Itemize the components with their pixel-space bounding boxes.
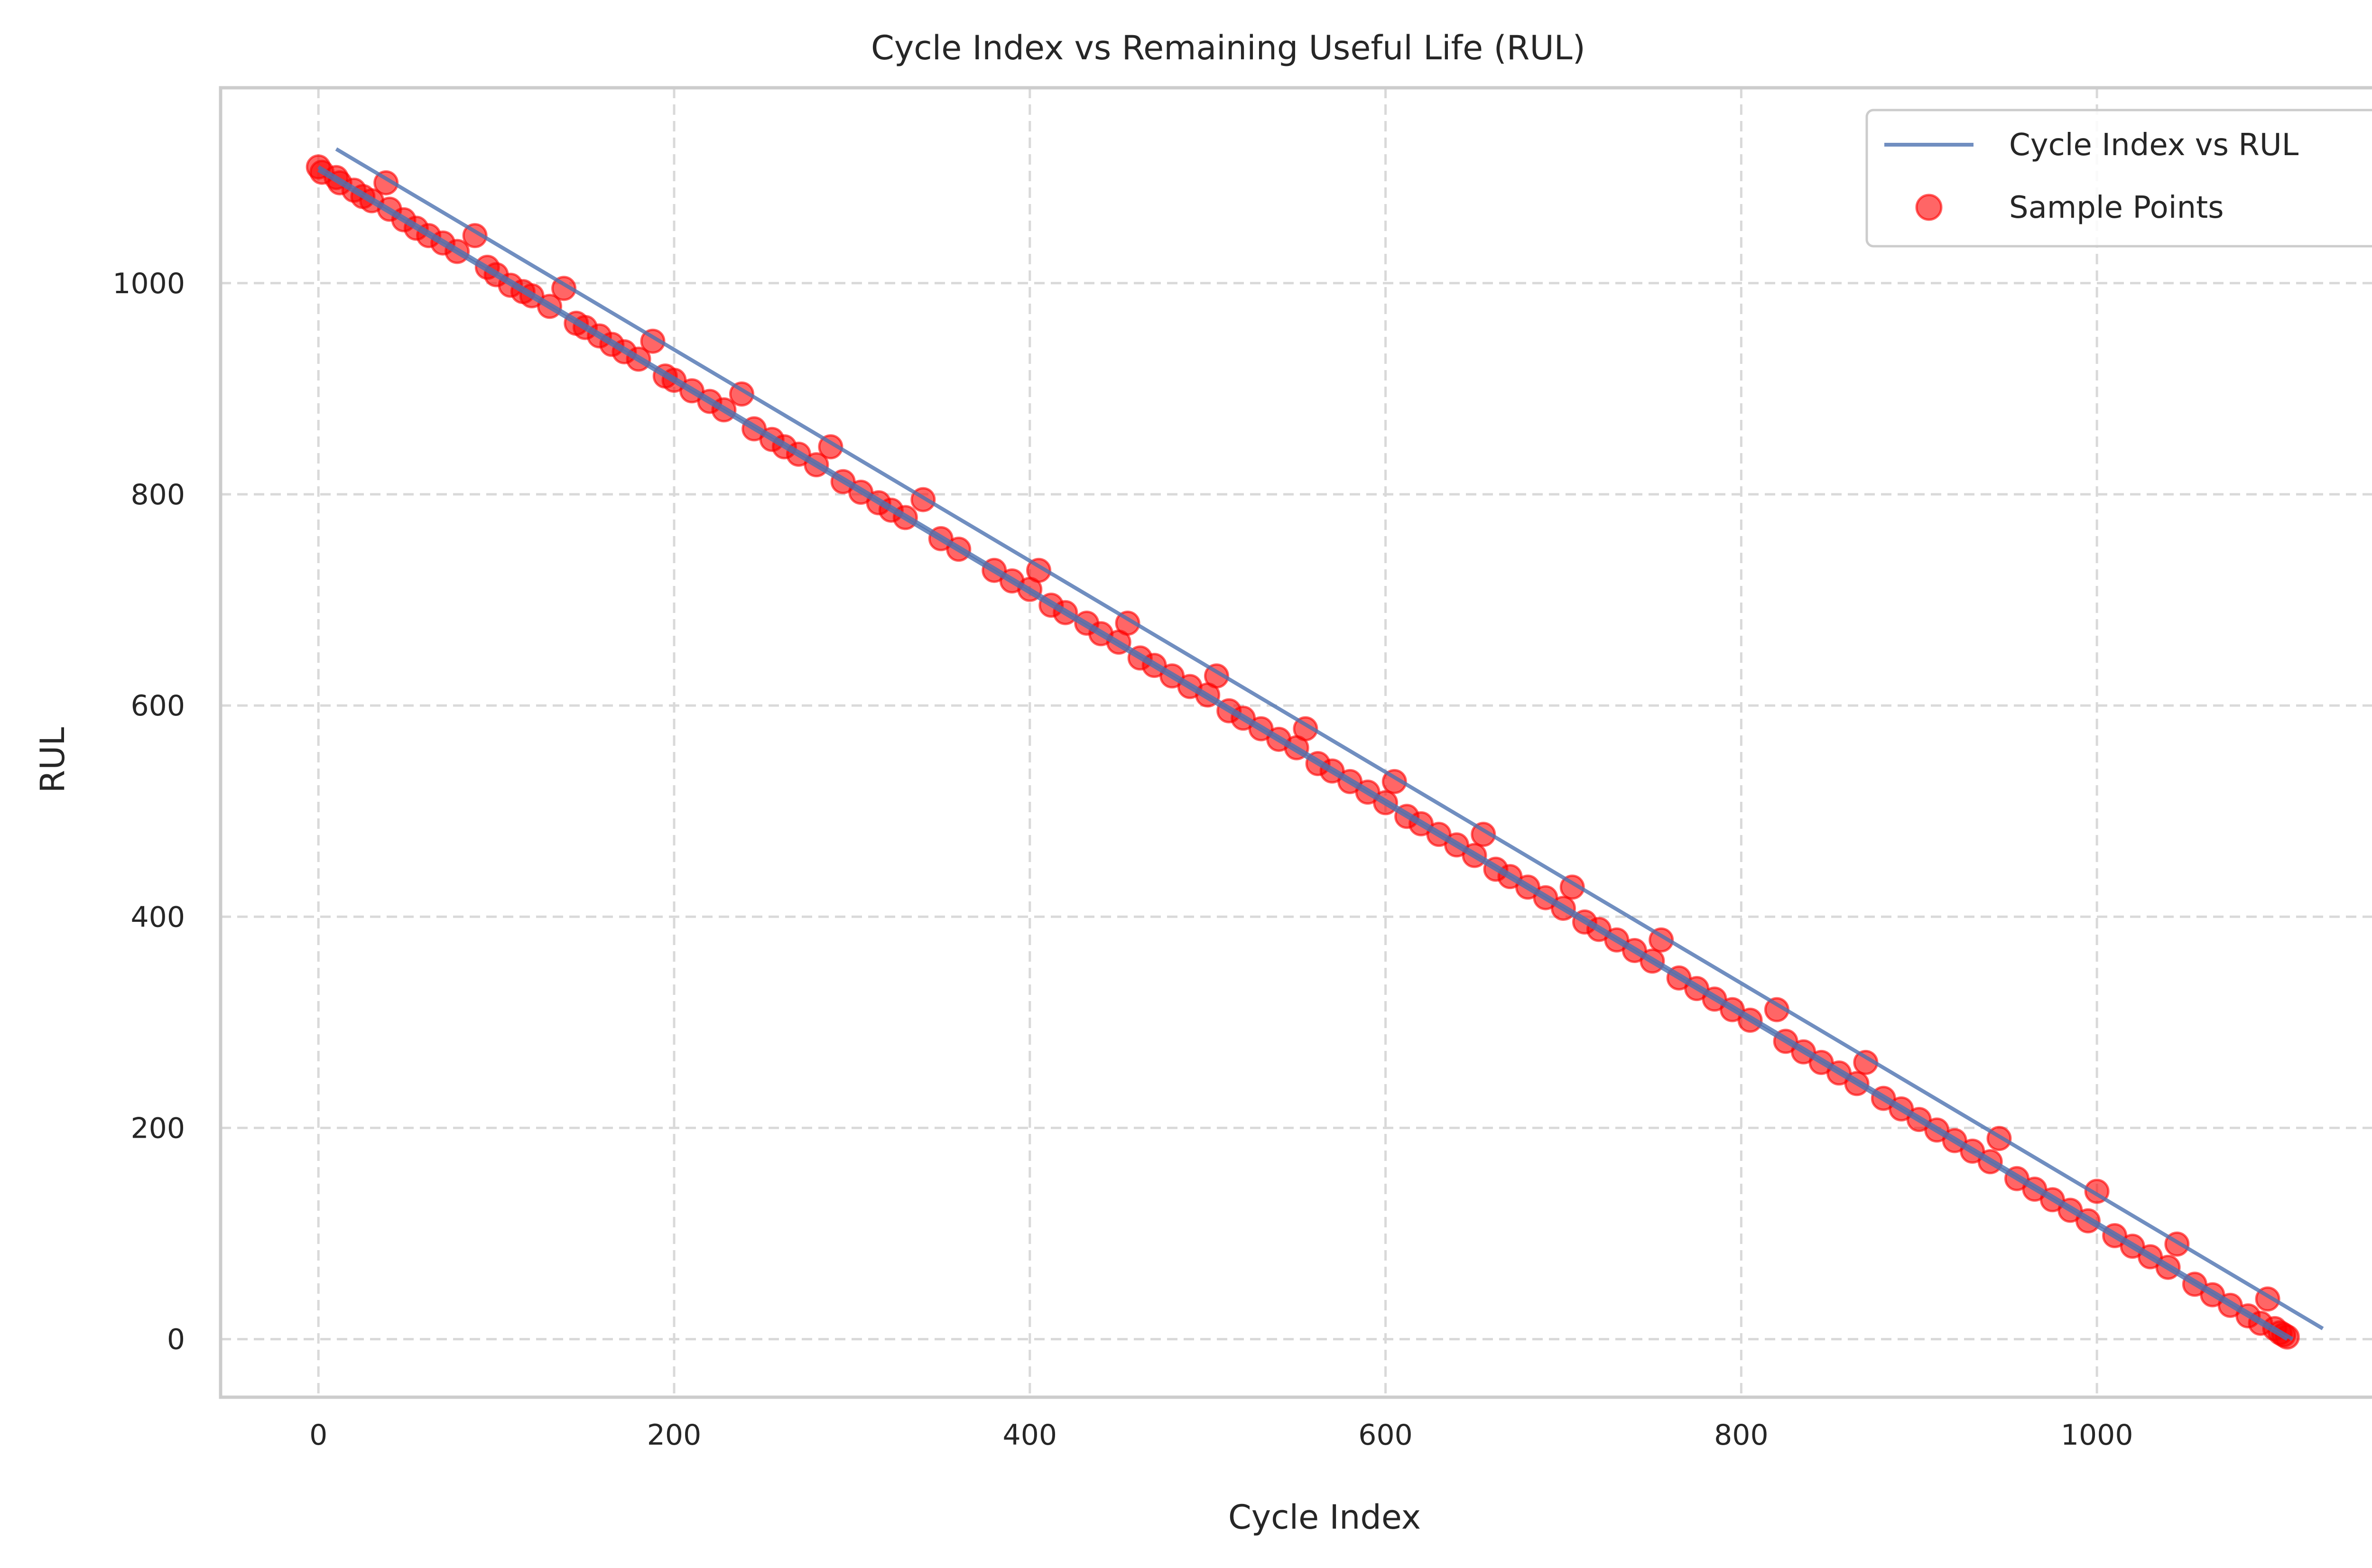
- plot-frame: [219, 86, 2372, 1399]
- y-tick-label: 1000: [112, 267, 185, 300]
- x-tick-label: 400: [1003, 1419, 1057, 1452]
- series-line: [317, 168, 2289, 1341]
- x-tick-label: 800: [1714, 1419, 1769, 1452]
- tick-labels: 0 200 400 600 800 1000 0 200 400 600 800 1000: [112, 267, 2133, 1452]
- y-tick-label: 400: [130, 900, 185, 934]
- x-axis-label: Cycle Index: [1228, 1498, 1421, 1537]
- legend-label-line: Cycle Index vs RUL: [2009, 128, 2299, 163]
- series-line: [335, 147, 2324, 1330]
- legend-box: [1865, 109, 2372, 248]
- x-tick-label: 200: [647, 1419, 702, 1452]
- x-tick-label: 600: [1358, 1419, 1413, 1452]
- legend-label-points: Sample Points: [2009, 190, 2224, 225]
- x-tick-label: 0: [309, 1419, 327, 1452]
- series-line: [317, 165, 2294, 1341]
- plot-area: [306, 147, 2324, 1350]
- x-tick-label: 1000: [2061, 1419, 2133, 1452]
- y-tick-label: 0: [167, 1323, 185, 1356]
- chart-title: Cycle Index vs Remaining Useful Life (RU…: [871, 28, 1585, 67]
- y-tick-label: 200: [130, 1112, 185, 1145]
- grid: [221, 88, 2372, 1397]
- legend-marker-swatch: [1915, 194, 1943, 221]
- y-axis-label: RUL: [33, 727, 72, 793]
- y-tick-label: 600: [130, 689, 185, 723]
- y-tick-label: 800: [130, 478, 185, 511]
- legend: Cycle Index vs RUL Sample Points: [1865, 109, 2372, 248]
